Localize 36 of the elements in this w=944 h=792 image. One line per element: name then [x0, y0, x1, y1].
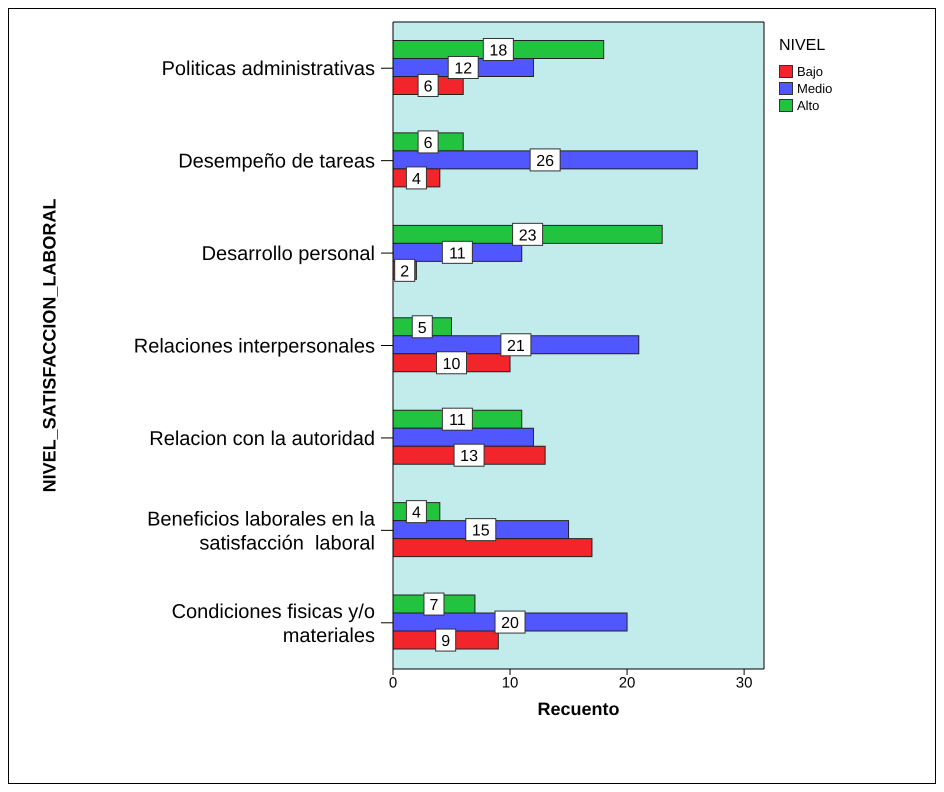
legend-label: Bajo: [797, 64, 824, 79]
data-label: 11: [449, 245, 466, 262]
y-axis-title: NIVEL_SATISFACCION_LABORAL: [39, 198, 60, 492]
data-label: 6: [424, 78, 433, 96]
data-label: 4: [412, 504, 421, 522]
data-label: 11: [449, 412, 466, 430]
y-tick-label: Beneficios laborales en la satisfacción laboral: [147, 508, 376, 554]
y-tick-label: Desarrollo personal: [202, 243, 375, 266]
legend-title: NIVEL: [779, 37, 826, 55]
legend-label: Alto: [797, 98, 820, 113]
data-label: 6: [424, 134, 433, 152]
legend-label: Medio: [797, 81, 832, 96]
x-tick-label: 20: [618, 674, 636, 692]
data-label: 20: [501, 615, 520, 632]
data-label: 18: [489, 42, 508, 60]
data-label: 5: [418, 320, 427, 337]
data-label: 15: [472, 522, 490, 540]
data-label: 12: [454, 60, 472, 78]
x-axis-title: Recuento: [537, 699, 620, 719]
data-label: 2: [400, 263, 410, 280]
data-label: 21: [506, 338, 525, 355]
data-label: 13: [460, 448, 478, 466]
data-label: 26: [536, 152, 554, 170]
x-tick-label: 0: [388, 674, 398, 692]
y-tick-label: Politicas administrativas: [162, 58, 375, 80]
x-tick-label: 30: [736, 674, 752, 692]
data-label: 4: [412, 170, 421, 188]
y-tick-label: Relaciones interpersonales: [134, 336, 375, 358]
x-tick-label: 10: [502, 674, 518, 692]
data-label: 23: [518, 227, 537, 244]
y-tick-label: Desempeño de tareas: [178, 150, 375, 173]
data-label: 7: [430, 597, 439, 614]
y-tick-label: Condiciones fisicas y/o materiales: [172, 600, 375, 647]
y-tick-label: Relacion con la autoridad: [149, 428, 375, 450]
data-label: 10: [442, 356, 461, 373]
data-label: 9: [441, 633, 450, 650]
